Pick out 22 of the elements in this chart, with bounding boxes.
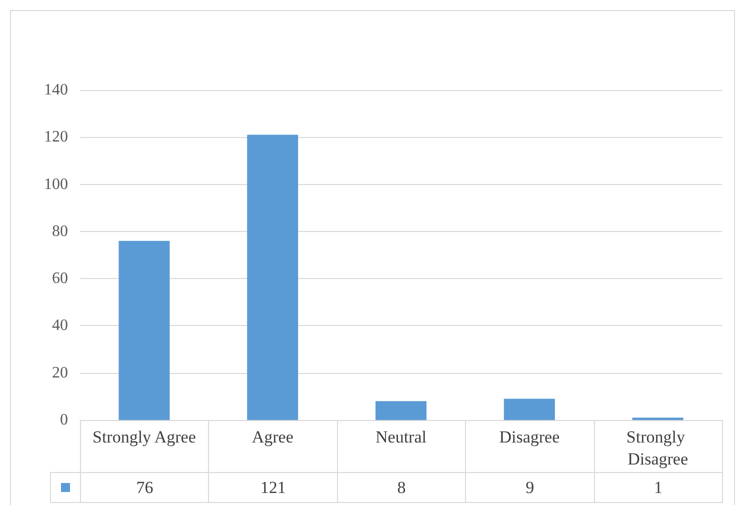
y-tick-label: 20: [52, 364, 68, 382]
bar: [247, 134, 298, 420]
y-tick-label: 0: [60, 412, 68, 428]
bar: [504, 398, 555, 420]
data-label: 9: [465, 472, 595, 503]
y-tick-label: 80: [52, 222, 68, 240]
y-tick-label: 40: [52, 317, 68, 334]
bar: [376, 401, 426, 420]
y-tick-label: 140: [44, 82, 68, 98]
x-tick-label: Agree: [252, 428, 294, 446]
x-tick-label: Strongly Agree: [92, 428, 196, 446]
x-tick-label: Disagree: [499, 428, 560, 446]
data-label: 121: [208, 472, 338, 503]
x-tick-label: Neutral: [376, 428, 427, 446]
bar: [118, 240, 170, 420]
x-tick-label: Strongly Disagree: [626, 428, 690, 468]
data-label: 8: [336, 472, 466, 503]
y-tick-label: 60: [52, 270, 68, 288]
data-label: 76: [80, 472, 210, 503]
y-tick-label: 120: [44, 128, 68, 146]
y-tick-label: 100: [44, 176, 68, 193]
data-label: 1: [594, 472, 723, 503]
